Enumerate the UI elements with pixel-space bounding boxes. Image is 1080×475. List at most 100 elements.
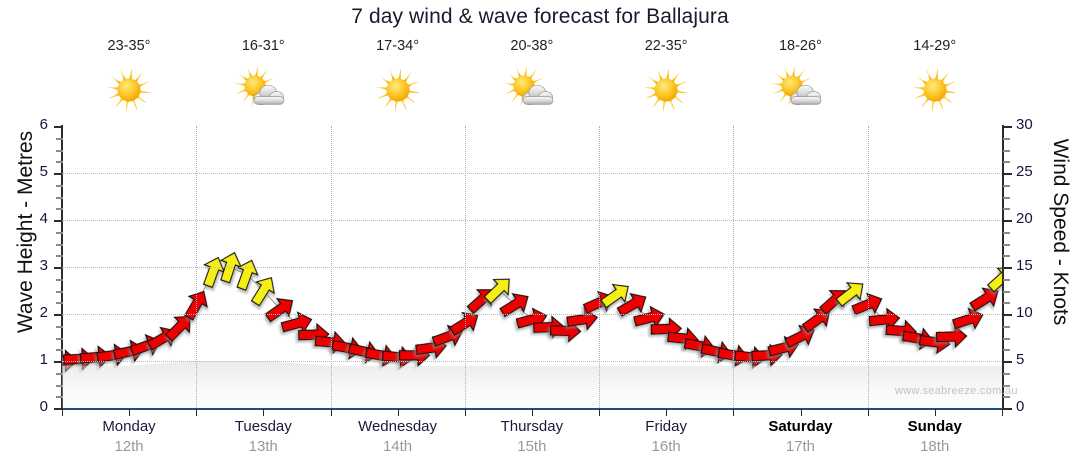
- day-temperature-range: 23-35°: [107, 38, 151, 54]
- right-axis-tick: [1003, 126, 1012, 128]
- right-axis-minor-tick: [1003, 290, 1010, 293]
- right-axis-tick: [1003, 173, 1012, 175]
- x-axis-tick: [330, 409, 332, 416]
- right-axis-tick-label: 10: [1016, 304, 1033, 321]
- x-axis-tick: [800, 409, 802, 416]
- day-name: Saturday: [768, 418, 833, 435]
- left-axis-minor-tick: [56, 384, 63, 387]
- wind-direction-arrow: [250, 277, 275, 307]
- x-axis-tick: [62, 409, 63, 416]
- x-axis-tick: [397, 409, 399, 416]
- day-date: 13th: [248, 438, 278, 455]
- day-temperature-range: 20-38°: [510, 38, 554, 54]
- wind-direction-arrow: [969, 287, 999, 312]
- day-name: Wednesday: [358, 418, 438, 435]
- day-divider-gridline: [599, 126, 601, 408]
- horizontal-gridline: [62, 220, 1002, 221]
- day-temperature-range: 17-34°: [376, 38, 419, 54]
- day-divider-gridline: [464, 126, 466, 408]
- day-footer-strip: Monday 12th Tuesday 13th Wednesday 14th Thu…: [62, 416, 1002, 474]
- day-name: Tuesday: [234, 418, 292, 435]
- right-axis-minor-tick: [1003, 372, 1010, 375]
- right-axis-minor-tick: [1003, 184, 1010, 187]
- x-axis-tick: [666, 409, 668, 416]
- x-axis-tick: [129, 409, 131, 416]
- partly-cloudy-icon: [503, 66, 554, 106]
- plot-area: [46, 126, 1014, 408]
- sunny-icon: [375, 68, 420, 112]
- wind-direction-arrow: [164, 315, 191, 342]
- left-axis-tick: [54, 267, 63, 269]
- day-divider-gridline: [733, 126, 735, 408]
- wind-direction-arrow: [600, 283, 629, 309]
- left-axis-tick: [54, 361, 63, 363]
- watermark: www.seabreeze.com.au: [895, 385, 1018, 397]
- right-axis-tick: [1003, 220, 1012, 222]
- day-header-strip: 23-35° 16-31° 17-34° 20-: [62, 38, 1002, 126]
- right-axis-tick-label: 30: [1016, 116, 1033, 133]
- day-name: Sunday: [907, 418, 962, 435]
- wind-direction-arrow: [851, 292, 883, 316]
- left-axis-minor-tick: [56, 325, 63, 328]
- day-date: 14th: [382, 438, 413, 455]
- day-divider-gridline: [330, 126, 332, 408]
- day-header-thursday: 20-38°: [465, 38, 599, 118]
- left-axis-tick-label: 1: [39, 351, 48, 368]
- day-header-wednesday: 17-34°: [331, 38, 465, 118]
- day-date: 16th: [651, 438, 681, 455]
- right-axis-tick: [1003, 361, 1012, 363]
- left-axis-tick: [54, 173, 63, 175]
- right-axis-label: Wind Speed - Knots: [1049, 138, 1072, 326]
- day-footer-thursday: Thursday 15th: [465, 416, 599, 457]
- wind-direction-arrow: [264, 297, 294, 323]
- sunny-icon: [644, 68, 689, 112]
- left-axis-minor-tick: [56, 149, 63, 152]
- day-temperature-range: 22-35°: [644, 38, 688, 54]
- right-axis-tick: [1003, 267, 1012, 269]
- right-axis-minor-tick: [1003, 349, 1010, 352]
- wind-direction-arrow: [483, 278, 510, 305]
- wind-direction-arrow: [448, 311, 479, 337]
- left-axis-minor-tick: [56, 137, 63, 140]
- wind-direction-arrow: [835, 282, 864, 307]
- horizontal-gridline: [62, 361, 1002, 362]
- day-temperature-range: 14-29°: [913, 38, 957, 54]
- right-axis-minor-tick: [1003, 396, 1010, 399]
- left-axis-minor-tick: [56, 231, 63, 234]
- left-axis-minor-tick: [56, 161, 63, 164]
- right-axis-minor-tick: [1003, 255, 1010, 258]
- right-axis-tick-label: 15: [1016, 257, 1033, 274]
- left-axis-minor-tick: [56, 243, 63, 246]
- x-axis-tick: [196, 409, 198, 416]
- day-temperature-range: 16-31°: [241, 38, 285, 54]
- left-axis-label: Wave Height - Metres: [14, 130, 37, 334]
- page-title: 7 day wind & wave forecast for Ballajura: [351, 5, 729, 28]
- day-header-saturday: 18-26°: [733, 38, 867, 118]
- left-axis-tick: [54, 314, 63, 316]
- left-axis-tick-label: 0: [39, 398, 48, 415]
- day-date: 12th: [114, 438, 144, 455]
- day-divider-gridline: [867, 126, 869, 408]
- weather-icon-wrapper: [733, 62, 867, 118]
- left-axis-tick-label: 5: [39, 163, 48, 180]
- x-axis-tick: [532, 409, 533, 416]
- right-axis-tick-label: 0: [1016, 398, 1025, 415]
- partly-cloudy-icon: [235, 66, 285, 106]
- wind-direction-arrow: [499, 293, 529, 318]
- right-axis-minor-tick: [1003, 161, 1010, 164]
- left-axis-tick-label: 4: [39, 210, 48, 227]
- right-axis-minor-tick: [1003, 278, 1010, 281]
- day-name: Monday: [102, 418, 156, 435]
- x-axis-tick: [733, 409, 735, 416]
- x-axis-tick: [934, 409, 936, 416]
- horizontal-gridline: [62, 173, 1002, 174]
- day-footer-tuesday: Tuesday 13th: [196, 416, 330, 457]
- day-header-monday: 23-35°: [62, 38, 196, 118]
- right-axis-tick-label: 5: [1016, 351, 1025, 368]
- day-name: Friday: [645, 418, 687, 435]
- left-axis-minor-tick: [56, 349, 63, 352]
- right-axis-minor-tick: [1003, 208, 1010, 211]
- left-axis-minor-tick: [56, 278, 63, 281]
- right-axis-minor-tick: [1003, 337, 1010, 340]
